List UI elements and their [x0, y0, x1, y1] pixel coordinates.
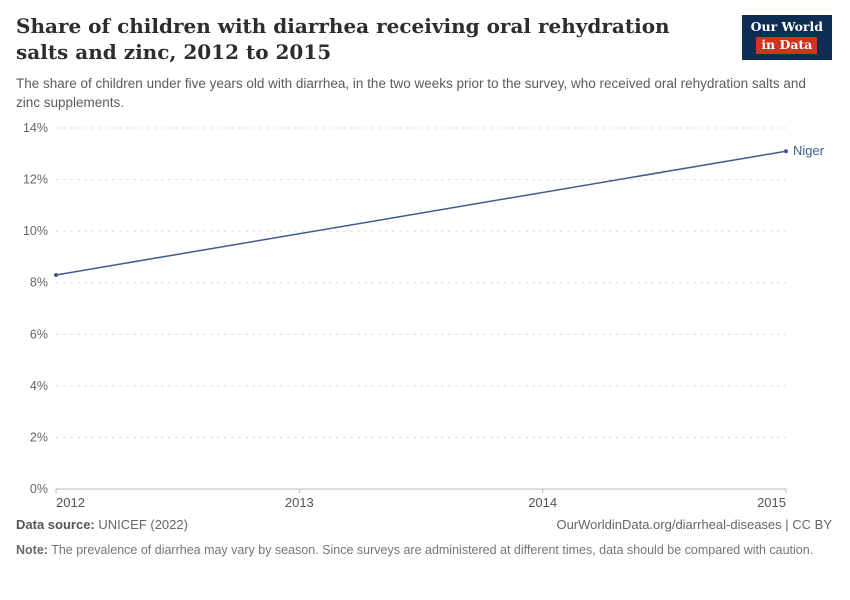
footer-note: Note: The prevalence of diarrhea may var…	[16, 541, 816, 559]
logo-line-2: in Data	[756, 36, 818, 54]
x-tick-label: 2015	[757, 495, 786, 510]
x-tick-label: 2014	[528, 495, 557, 510]
footer-note-label: Note:	[16, 542, 48, 557]
chart-subtitle: The share of children under five years o…	[16, 75, 806, 111]
y-tick-label: 14%	[23, 121, 48, 135]
data-point	[54, 272, 58, 277]
data-source: Data source: UNICEF (2022)	[16, 517, 188, 532]
y-tick-label: 2%	[30, 430, 48, 444]
chart-area: 0% 2% 4% 6% 8% 10% 12% 14% 2012 2013 2014 2015 Niger	[16, 118, 832, 513]
chart-line	[55, 150, 787, 276]
y-tick-label: 4%	[30, 379, 48, 393]
y-tick-label: 0%	[30, 482, 48, 496]
x-tick-label: 2013	[285, 495, 314, 510]
y-tick-label: 12%	[23, 172, 48, 186]
footer: Data source: UNICEF (2022) OurWorldinDat…	[16, 517, 832, 559]
line-chart: 0% 2% 4% 6% 8% 10% 12% 14% 2012 2013 2014 2015 Niger	[23, 121, 825, 510]
data-point	[784, 149, 788, 154]
data-source-value: UNICEF (2022)	[98, 516, 188, 532]
series-label: Niger	[793, 143, 825, 158]
x-tick-label: 2012	[56, 495, 85, 510]
logo-line-1: Our World	[750, 19, 823, 34]
page-title: Share of children with diarrhea receivin…	[16, 14, 670, 65]
footer-link[interactable]: OurWorldinData.org/diarrheal-diseases | …	[556, 516, 832, 532]
header: Share of children with diarrhea receivin…	[16, 13, 832, 66]
owid-logo: Our World in Data	[741, 15, 832, 60]
y-tick-label: 10%	[23, 224, 48, 238]
source-row: Data source: UNICEF (2022) OurWorldinDat…	[16, 517, 832, 532]
y-tick-label: 8%	[30, 276, 48, 290]
data-source-label: Data source:	[16, 516, 95, 532]
y-tick-label: 6%	[30, 327, 48, 341]
footer-note-text: The prevalence of diarrhea may vary by s…	[51, 542, 814, 557]
